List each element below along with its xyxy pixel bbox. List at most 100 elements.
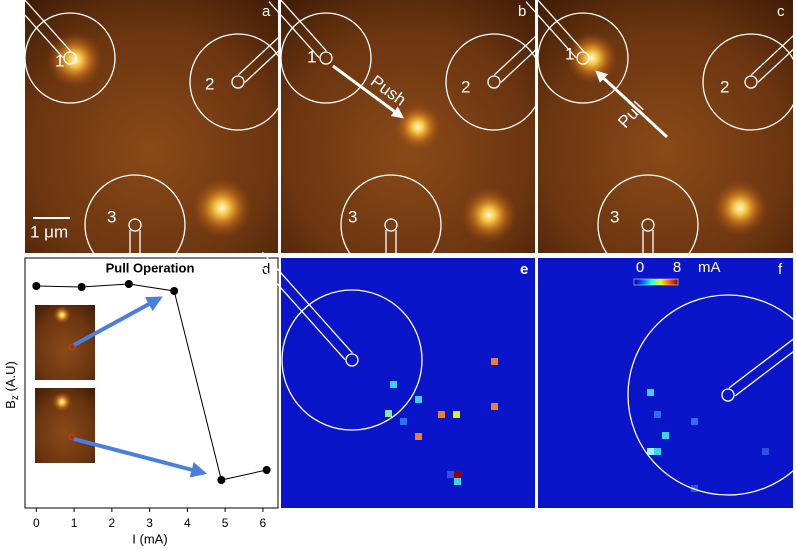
- data-point: [32, 282, 41, 290]
- plot-frame: [24, 257, 279, 509]
- data-point: [262, 466, 271, 474]
- panel-e: e: [254, 251, 535, 508]
- panel-c: c 1 2 3 Pull: [525, 0, 796, 276]
- electrode-lead: [24, 0, 71, 52]
- pixel: [691, 485, 698, 492]
- colorbar: [633, 278, 679, 286]
- pixel: [647, 448, 654, 455]
- y-axis-label: Bz (A.U): [3, 361, 20, 409]
- electrode-lead: [728, 336, 796, 389]
- electrode-pad: [319, 51, 333, 65]
- electrode-lead: [757, 46, 796, 83]
- electrode: [254, 251, 423, 431]
- panel-label: d: [262, 261, 270, 278]
- panel-label: c: [777, 3, 785, 20]
- panel-label: b: [518, 3, 526, 20]
- x-tick-label: 4: [184, 516, 191, 530]
- pixel: [438, 411, 445, 418]
- electrode-label: 3: [348, 207, 357, 226]
- pixel: [415, 433, 422, 440]
- pixel: [691, 418, 698, 425]
- data-point: [124, 280, 133, 288]
- arrow: [73, 296, 163, 347]
- arrow: [73, 437, 208, 478]
- electrode-lead: [750, 32, 796, 76]
- electrode-lead: [280, 0, 327, 52]
- electrode-label: 3: [107, 207, 116, 226]
- electrode-label: 1: [307, 47, 316, 66]
- electrode-pad: [576, 51, 590, 65]
- electrode-pad: [63, 51, 77, 65]
- bright-spot: [192, 178, 252, 238]
- pixel: [654, 411, 661, 418]
- electrode-pad: [231, 75, 245, 89]
- electrode-label: 2: [461, 77, 470, 96]
- pixel: [400, 418, 407, 425]
- data-point: [77, 283, 86, 291]
- scale-bar-label: 1 μm: [30, 222, 68, 241]
- panel-d: Pull Operation d I (mA) Bz (A.U) 0 1 2 3 4 5 6: [3, 257, 279, 546]
- pixel: [647, 389, 654, 396]
- panel-label: e: [520, 261, 528, 278]
- electrode: [12, 0, 116, 104]
- x-axis-label: I (mA): [132, 531, 167, 546]
- electrode: [702, 32, 796, 131]
- pixel: [453, 411, 460, 418]
- electrode-lead: [734, 348, 796, 397]
- panel-f: 0 8 mA f: [538, 258, 796, 508]
- bright-spot: [53, 306, 71, 324]
- bright-spot: [461, 187, 517, 243]
- electrode-lead: [12, 1, 64, 59]
- pixel: [491, 403, 498, 410]
- chart-title: Pull Operation: [106, 260, 195, 275]
- data-point: [170, 287, 179, 295]
- electrode: [525, 0, 629, 104]
- pixel: [762, 448, 769, 455]
- electrode-label: 2: [720, 77, 729, 96]
- electrode-lead: [525, 1, 577, 59]
- electrode-pad: [641, 218, 655, 232]
- electrode: [627, 294, 796, 496]
- electrode-ring: [280, 12, 372, 104]
- electrode: [268, 0, 372, 104]
- electrode-label: 1: [565, 44, 574, 63]
- data-point: [217, 476, 226, 484]
- x-tick-label: 2: [109, 516, 116, 530]
- panel-label: a: [262, 3, 271, 20]
- colorbar-min: 0: [636, 259, 644, 276]
- electrode-label: 3: [610, 207, 619, 226]
- data-line: [36, 283, 267, 481]
- panel-b: b 1 2 3 Push: [268, 0, 579, 276]
- current-map: [281, 258, 535, 508]
- x-tick-label: 0: [33, 516, 40, 530]
- electrode-label: 1: [55, 51, 64, 70]
- pixel: [415, 396, 422, 403]
- electrode-pad: [384, 218, 398, 232]
- electrode-lead: [537, 0, 584, 52]
- push-arrow: [332, 64, 404, 119]
- pixel: [654, 448, 661, 455]
- colorbar-unit: mA: [698, 259, 721, 276]
- panel-label: f: [778, 261, 783, 278]
- pixel: [447, 471, 454, 478]
- x-tick-label: 1: [71, 516, 78, 530]
- x-tick-label: 3: [146, 516, 153, 530]
- electrode-ring: [627, 294, 796, 496]
- current-map: [538, 258, 793, 508]
- x-tick-label: 6: [260, 516, 267, 530]
- electrode-ring: [24, 12, 116, 104]
- bright-spot: [394, 103, 442, 151]
- pixel: [491, 358, 498, 365]
- electrode-pad: [721, 388, 735, 402]
- electrode-pad: [487, 75, 501, 89]
- electrode-pad: [345, 353, 359, 367]
- pixel: [390, 381, 397, 388]
- colorbar-max: 8: [673, 259, 681, 276]
- pixel: [454, 471, 461, 478]
- electrode-lead: [254, 258, 346, 361]
- bright-spot: [52, 392, 72, 412]
- marker: [68, 433, 76, 441]
- electrode-lead: [261, 251, 353, 354]
